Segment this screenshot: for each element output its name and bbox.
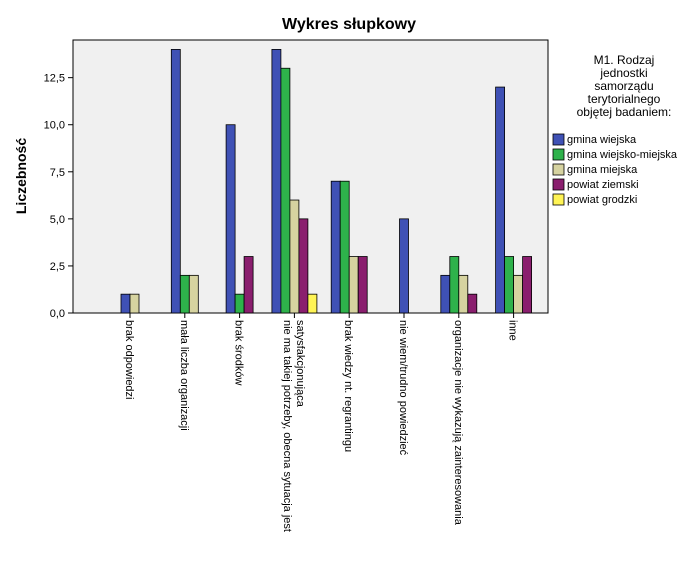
- bar: [440, 274, 451, 314]
- plot-area: [72, 39, 549, 314]
- bar: [330, 180, 341, 314]
- bar: [357, 256, 368, 314]
- bar: [399, 218, 409, 314]
- x-tick-label: inne: [507, 320, 519, 341]
- bar: [120, 293, 131, 314]
- legend-title: terytorialnego: [588, 92, 661, 106]
- y-tick-label: 10,0: [44, 120, 65, 132]
- bar: [467, 293, 478, 314]
- bar: [271, 49, 282, 314]
- bar: [225, 124, 236, 314]
- legend-label: powiat grodzki: [567, 194, 637, 206]
- chart-title: Wykres słupkowy: [282, 16, 416, 33]
- legend-title: objętej badaniem:: [577, 105, 672, 119]
- y-tick-label: 12,5: [44, 73, 65, 85]
- y-axis: 0,0 2,5 5,0 7,5 10,0 12,5: [44, 73, 73, 320]
- bar: [348, 256, 359, 314]
- bar: [339, 180, 350, 314]
- legend-label: gmina wiejska: [567, 134, 637, 146]
- y-tick-label: 2,5: [50, 261, 65, 273]
- x-tick-label: brak wiedzy nt. regrantingu: [342, 320, 354, 452]
- bar: [289, 199, 300, 314]
- legend-swatch: [552, 148, 565, 161]
- y-axis-label: Liczebność: [13, 138, 29, 214]
- bar: [504, 256, 515, 314]
- bar: [449, 256, 460, 314]
- y-tick-label: 5,0: [50, 214, 65, 226]
- x-tick-label: mała liczba organizacji: [178, 320, 190, 431]
- y-tick-label: 7,5: [50, 167, 65, 179]
- legend-title: M1. Rodzaj: [594, 53, 655, 67]
- bar: [458, 274, 469, 314]
- bar: [280, 67, 291, 314]
- bar: [522, 256, 532, 314]
- bar: [129, 293, 140, 314]
- x-tick-label: brak środków: [233, 320, 245, 385]
- bar: [234, 293, 245, 314]
- legend-title: jednostki: [599, 66, 647, 80]
- bar: [298, 218, 309, 314]
- bar: [513, 274, 523, 314]
- y-tick-label: 0,0: [50, 308, 65, 320]
- legend-swatch: [552, 178, 565, 191]
- legend-label: gmina wiejsko-miejska: [567, 149, 678, 161]
- x-axis: brak odpowiedzi mała liczba organizacji br…: [123, 313, 519, 532]
- legend-label: gmina miejska: [567, 164, 638, 176]
- bar: [307, 293, 318, 314]
- x-tick-label: nie ma takiej potrzeby, obecna sytuacja …: [281, 320, 306, 532]
- bar: [179, 274, 190, 314]
- legend: M1. Rodzajjednostkisamorząduterytorialne…: [552, 53, 678, 206]
- legend-title: samorządu: [594, 79, 653, 93]
- bar: [243, 256, 254, 314]
- legend-swatch: [552, 163, 565, 176]
- legend-swatch: [552, 193, 565, 206]
- bar: [188, 274, 199, 314]
- bars: [120, 49, 532, 314]
- bar: [170, 49, 181, 314]
- legend-swatch: [552, 133, 565, 146]
- x-tick-label: organizacje nie wykazują zainteresowania: [452, 320, 464, 526]
- x-tick-label: brak odpowiedzi: [123, 320, 135, 400]
- legend-label: powiat ziemski: [567, 179, 639, 191]
- x-tick-label: nie wiem/trudno powiedzieć: [397, 320, 409, 456]
- bar: [495, 86, 506, 314]
